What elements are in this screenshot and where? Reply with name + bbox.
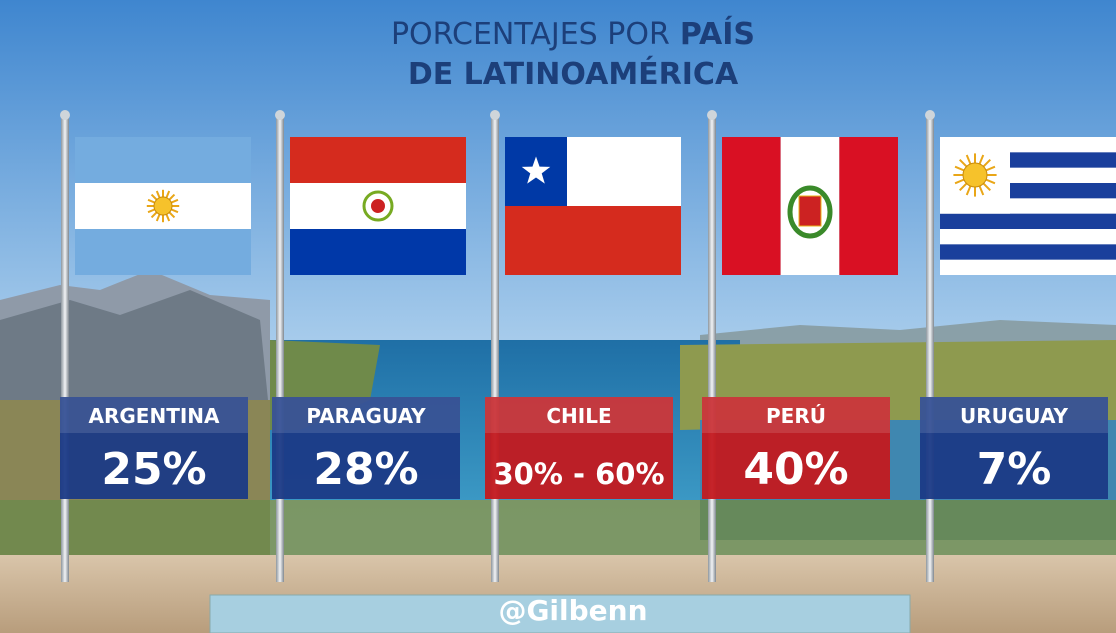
country-name: CHILE bbox=[546, 404, 611, 428]
percentage: 30% - 60% bbox=[493, 457, 664, 491]
country-name: PARAGUAY bbox=[306, 404, 426, 428]
country-name: ARGENTINA bbox=[89, 404, 221, 428]
title-bold: PAÍS bbox=[680, 16, 755, 52]
vegetation bbox=[0, 500, 1116, 560]
card-header bbox=[920, 397, 1108, 433]
pole-finial bbox=[925, 110, 935, 120]
country-name: URUGUAY bbox=[960, 404, 1068, 428]
sun bbox=[153, 196, 173, 216]
pole-finial bbox=[60, 110, 70, 120]
flag-pole bbox=[491, 115, 499, 582]
stripe bbox=[75, 229, 251, 275]
star bbox=[521, 156, 551, 184]
flag-pole bbox=[926, 115, 934, 582]
stripe bbox=[940, 213, 1116, 229]
emblem bbox=[371, 199, 385, 213]
card bbox=[920, 397, 1108, 499]
card bbox=[702, 397, 890, 499]
stripe bbox=[75, 137, 251, 183]
card-header bbox=[485, 397, 673, 433]
stripe bbox=[290, 229, 466, 275]
footer-handle: @Gilbenn bbox=[498, 594, 647, 627]
pool bbox=[209, 594, 911, 633]
flag bbox=[940, 137, 1116, 275]
stripe bbox=[290, 137, 466, 183]
stripe bbox=[940, 244, 1116, 260]
stripe bbox=[839, 137, 898, 275]
percentage: 40% bbox=[743, 444, 848, 495]
stripe bbox=[722, 137, 781, 275]
flag bbox=[290, 137, 466, 275]
pole-finial bbox=[707, 110, 717, 120]
flag-pole bbox=[61, 115, 69, 582]
stripe bbox=[505, 206, 681, 275]
percentage: 7% bbox=[977, 444, 1052, 495]
title-line2: DE LATINOAMÉRICA bbox=[408, 56, 739, 92]
percentage: 25% bbox=[101, 444, 206, 495]
title-part: PORCENTAJES POR bbox=[391, 17, 670, 52]
title-line1: PORCENTAJES POR PAÍS bbox=[391, 16, 755, 52]
flag bbox=[75, 137, 251, 275]
flag-pole bbox=[708, 115, 716, 582]
flags bbox=[60, 110, 1116, 582]
percentage: 28% bbox=[313, 444, 418, 495]
flag bbox=[722, 137, 898, 275]
emblem bbox=[798, 195, 822, 227]
flag bbox=[505, 137, 681, 275]
card bbox=[272, 397, 460, 499]
emblem bbox=[787, 185, 833, 239]
pole-finial bbox=[490, 110, 500, 120]
card bbox=[485, 397, 673, 499]
cards: ARGENTINA 25% PARAGUAY 28% CHILE 30% - 60% PER… bbox=[60, 397, 1108, 499]
country-name: PERÚ bbox=[766, 404, 826, 428]
card bbox=[60, 397, 248, 499]
sun bbox=[962, 162, 988, 188]
card-header bbox=[702, 397, 890, 433]
pole-finial bbox=[275, 110, 285, 120]
flag-pole bbox=[276, 115, 284, 582]
card-header bbox=[60, 397, 248, 433]
card-header bbox=[272, 397, 460, 433]
